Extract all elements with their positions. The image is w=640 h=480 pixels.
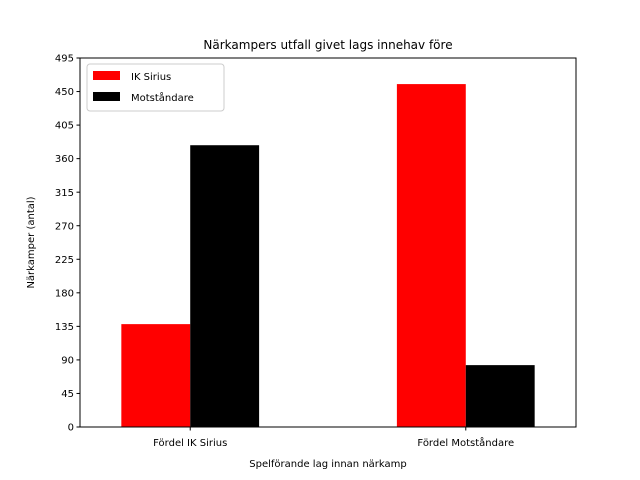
y-tick-label: 45: [61, 389, 74, 400]
y-tick-label: 360: [55, 154, 74, 165]
y-tick-label: 270: [55, 221, 74, 232]
legend-box: [86, 63, 225, 112]
bar-motstandare-1: [465, 365, 535, 427]
legend-label: IK Sirius: [131, 72, 171, 83]
y-tick-label: 135: [55, 322, 74, 333]
legend-swatch: [93, 92, 120, 101]
x-axis: Fördel IK Sirius Fördel Motståndare: [153, 427, 514, 449]
bar-ik-sirius-1: [396, 84, 466, 427]
legend-label: Motståndare: [131, 91, 194, 104]
y-tick-label: 450: [55, 87, 74, 98]
y-tick-label: 90: [61, 356, 74, 367]
x-axis-label: Spelförande lag innan närkamp: [249, 459, 406, 470]
y-tick-label: 180: [55, 288, 74, 299]
x-tick-label: Fördel Motståndare: [417, 436, 514, 449]
legend-swatch: [93, 71, 120, 80]
chart-title: Närkampers utfall givet lags innehav för…: [203, 38, 452, 52]
legend: IK Sirius Motståndare: [86, 63, 225, 112]
bars-layer: [121, 84, 535, 427]
y-tick-label: 0: [68, 423, 74, 434]
y-axis: 0 45 90 135 180 225 270 315 360 405 450 495: [55, 54, 80, 434]
bar-motstandare-0: [190, 145, 260, 427]
y-tick-label: 315: [55, 188, 74, 199]
y-tick-label: 405: [55, 121, 74, 132]
x-tick-label: Fördel IK Sirius: [153, 438, 227, 449]
plot-frame: [79, 57, 577, 428]
bar-ik-sirius-0: [121, 324, 191, 427]
y-tick-label: 225: [55, 255, 74, 266]
y-tick-label: 495: [55, 54, 74, 65]
y-axis-label: Närkamper (antal): [26, 196, 37, 288]
